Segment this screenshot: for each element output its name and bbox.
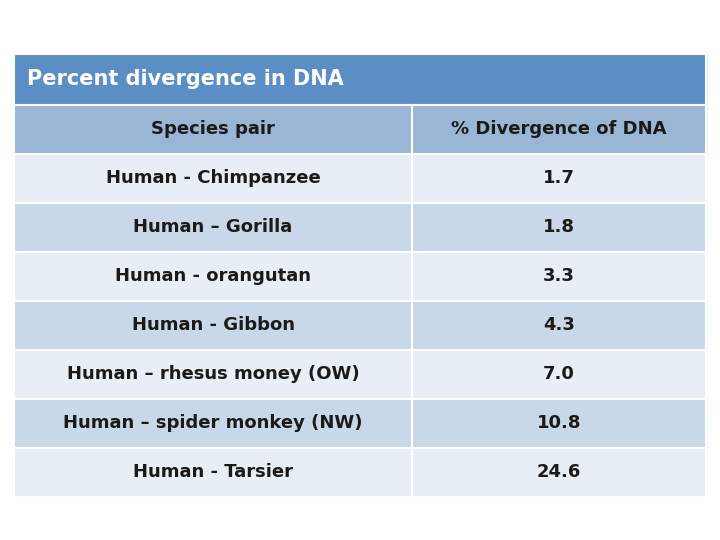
Text: Human – spider monkey (NW): Human – spider monkey (NW) bbox=[63, 414, 363, 433]
Bar bbox=[14, 448, 706, 497]
Text: Species pair: Species pair bbox=[151, 120, 275, 138]
Text: Human - Chimpanzee: Human - Chimpanzee bbox=[106, 170, 320, 187]
Text: % Divergence of DNA: % Divergence of DNA bbox=[451, 120, 667, 138]
Text: Human – rhesus money (OW): Human – rhesus money (OW) bbox=[67, 366, 359, 383]
Text: 1.8: 1.8 bbox=[543, 218, 575, 237]
Bar bbox=[14, 350, 706, 399]
Bar bbox=[14, 399, 706, 448]
Bar bbox=[14, 252, 706, 301]
Text: Human - orangutan: Human - orangutan bbox=[115, 267, 311, 285]
Text: 4.3: 4.3 bbox=[543, 316, 575, 334]
Text: Human – Gorilla: Human – Gorilla bbox=[133, 218, 293, 237]
Bar bbox=[14, 105, 706, 154]
Text: Human - Tarsier: Human - Tarsier bbox=[133, 463, 293, 481]
Text: 10.8: 10.8 bbox=[536, 414, 581, 433]
Text: Human - Gibbon: Human - Gibbon bbox=[132, 316, 294, 334]
Text: Percent divergence in DNA: Percent divergence in DNA bbox=[27, 70, 344, 90]
Bar bbox=[14, 54, 706, 105]
Bar bbox=[14, 301, 706, 350]
Text: 1.7: 1.7 bbox=[543, 170, 575, 187]
Text: 24.6: 24.6 bbox=[536, 463, 581, 481]
Bar bbox=[14, 154, 706, 203]
Text: 7.0: 7.0 bbox=[543, 366, 575, 383]
Bar bbox=[14, 203, 706, 252]
Text: 3.3: 3.3 bbox=[543, 267, 575, 285]
